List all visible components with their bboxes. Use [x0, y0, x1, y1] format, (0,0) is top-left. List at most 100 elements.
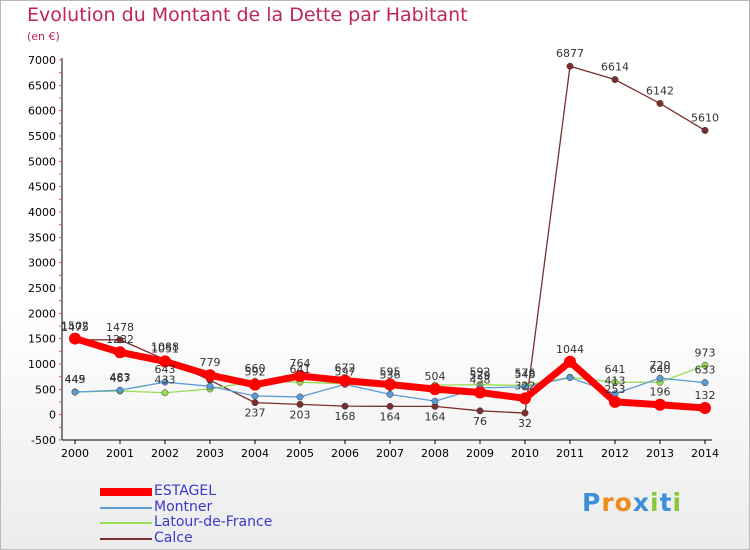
data-point-estagel — [114, 346, 126, 359]
data-point-montner — [386, 390, 394, 398]
x-tick-label: 2003 — [196, 447, 224, 460]
data-label: 597 — [335, 365, 356, 378]
data-point-calce — [701, 126, 709, 134]
x-tick-label: 2002 — [151, 447, 179, 460]
data-label: 1088 — [151, 341, 179, 354]
data-point-calce — [566, 62, 574, 70]
legend-label-calce: Calce — [154, 529, 193, 546]
data-label: 1051 — [151, 342, 179, 355]
data-point-latour-de-france — [161, 389, 169, 397]
logo-letter: i — [672, 488, 683, 517]
y-tick-label: 2500 — [28, 282, 56, 295]
chart-title: Evolution du Montant de la Dette par Hab… — [27, 4, 468, 26]
y-tick-label: 3500 — [28, 231, 56, 244]
y-tick-label: 6000 — [28, 105, 56, 118]
data-label: 164 — [425, 410, 446, 423]
data-point-montner — [656, 374, 664, 382]
data-point-calce — [656, 100, 664, 107]
logo-letter: r — [601, 488, 615, 517]
data-point-montner — [431, 397, 439, 405]
x-tick-label: 2009 — [466, 447, 494, 460]
data-point-estagel — [474, 386, 486, 399]
data-point-estagel — [609, 395, 621, 408]
data-label: 6614 — [601, 61, 629, 74]
data-point-montner — [71, 388, 79, 396]
data-label: 433 — [155, 374, 176, 387]
data-label: 633 — [695, 364, 716, 377]
legend-label-estagel: ESTAGEL — [154, 483, 217, 499]
legend-swatch-estagel — [100, 488, 152, 496]
data-label: 536 — [380, 369, 401, 382]
chart-subtitle: (en €) — [27, 30, 60, 43]
data-point-montner — [161, 378, 169, 386]
data-label: 5610 — [691, 111, 719, 124]
data-point-calce — [296, 400, 304, 408]
x-tick-label: 2013 — [646, 447, 674, 460]
data-point-estagel — [159, 355, 171, 368]
data-point-montner — [206, 382, 214, 390]
data-point-estagel — [249, 378, 261, 391]
logo-letter: o — [614, 488, 633, 517]
data-label: 764 — [290, 357, 311, 370]
data-point-estagel — [429, 383, 441, 396]
data-label: 237 — [245, 407, 266, 420]
data-label: 6142 — [646, 84, 674, 97]
data-label: 168 — [335, 410, 356, 423]
logo-letter: i — [650, 488, 660, 517]
data-point-estagel — [204, 369, 216, 382]
data-label: 132 — [695, 389, 716, 402]
data-label: 449 — [65, 373, 86, 386]
y-tick-label: 1000 — [28, 358, 56, 371]
data-point-montner — [251, 392, 259, 400]
data-label: 32 — [518, 417, 532, 430]
legend-swatch-latour — [100, 522, 152, 524]
logo-letter: t — [659, 488, 673, 517]
data-point-calce — [611, 76, 619, 84]
data-label: 467 — [110, 372, 131, 385]
data-label: 548 — [515, 368, 536, 381]
y-tick-label: 2000 — [28, 307, 56, 320]
data-label: 779 — [200, 356, 221, 369]
data-point-montner — [296, 393, 304, 401]
data-point-calce — [116, 336, 124, 344]
data-label: 203 — [290, 408, 311, 421]
data-label: 1502 — [61, 320, 89, 333]
data-label: 164 — [380, 410, 401, 423]
y-tick-label: 5000 — [28, 155, 56, 168]
data-point-estagel — [654, 398, 666, 411]
data-point-estagel — [294, 369, 306, 382]
data-label: 1232 — [106, 333, 134, 346]
x-tick-label: 2004 — [241, 447, 269, 460]
data-point-estagel — [564, 355, 576, 368]
data-label: 445 — [65, 373, 86, 386]
data-point-montner — [521, 383, 529, 391]
data-label: 720 — [650, 359, 671, 372]
data-point-calce — [341, 402, 349, 410]
data-label: 1044 — [556, 343, 584, 356]
logo-letter: P — [582, 488, 602, 517]
y-tick-label: 5500 — [28, 130, 56, 143]
data-label: 504 — [425, 370, 446, 383]
data-point-latour-de-france — [611, 378, 619, 386]
data-label: 483 — [110, 371, 131, 384]
data-label: 253 — [605, 383, 626, 396]
y-tick-label: 500 — [35, 383, 56, 396]
data-label: 529 — [470, 369, 491, 382]
data-label: 973 — [695, 346, 716, 359]
y-tick-label: 3000 — [28, 257, 56, 270]
data-label: 592 — [470, 366, 491, 379]
x-tick-label: 2006 — [331, 447, 359, 460]
x-tick-label: 2011 — [556, 447, 584, 460]
data-label: 660 — [245, 362, 266, 375]
data-point-calce — [251, 399, 259, 407]
data-point-estagel — [339, 374, 351, 387]
y-tick-label: 7000 — [28, 54, 56, 67]
data-label: 595 — [380, 366, 401, 379]
y-tick-label: 4500 — [28, 181, 56, 194]
x-tick-label: 2005 — [286, 447, 314, 460]
y-tick-label: 4000 — [28, 206, 56, 219]
data-label: 592 — [245, 366, 266, 379]
x-tick-label: 2010 — [511, 447, 539, 460]
